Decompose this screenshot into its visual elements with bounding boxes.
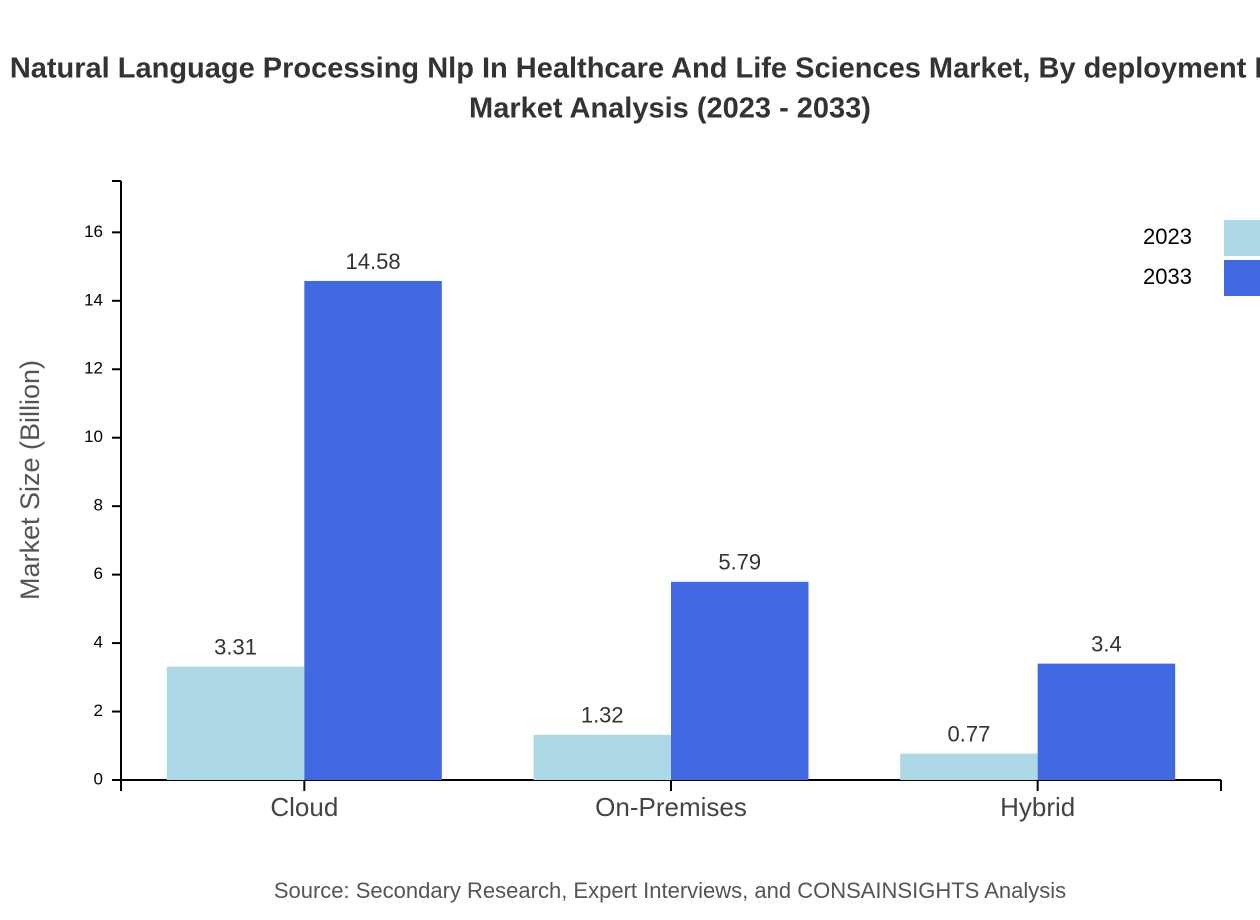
bar <box>304 280 442 780</box>
value-label: 14.58 <box>346 249 401 274</box>
chart-title: Market Analysis (2023 - 2033) <box>469 93 871 125</box>
y-tick-label: 14 <box>84 290 103 309</box>
legend-swatch <box>1224 220 1260 256</box>
bar <box>166 666 305 780</box>
value-label: 3.4 <box>1091 631 1122 656</box>
bar <box>533 734 671 780</box>
legend-swatch <box>1224 260 1260 296</box>
bar <box>1037 663 1176 780</box>
y-tick-label: 10 <box>84 427 103 446</box>
x-tick-label: Hybrid <box>1000 792 1075 822</box>
chart-title: Natural Language Processing Nlp In Healt… <box>10 53 1260 85</box>
y-tick-label: 2 <box>94 701 103 720</box>
bar <box>671 581 809 780</box>
bar <box>900 753 1038 780</box>
x-tick-label: On-Premises <box>595 792 747 822</box>
y-tick-label: 6 <box>94 564 103 583</box>
y-tick-label: 4 <box>94 633 103 652</box>
y-tick-label: 12 <box>84 359 103 378</box>
y-tick-label: 16 <box>84 222 103 241</box>
value-label: 1.32 <box>581 703 624 728</box>
value-label: 3.31 <box>214 635 257 660</box>
y-tick-label: 0 <box>94 769 103 788</box>
legend-label: 2033 <box>1143 264 1192 289</box>
legend-label: 2023 <box>1143 224 1192 249</box>
y-axis-title: Market Size (Billion) <box>15 360 45 600</box>
source: Source: Secondary Research, Expert Inter… <box>274 878 1066 903</box>
value-label: 0.77 <box>948 721 991 746</box>
x-tick-label: Cloud <box>270 792 338 822</box>
y-tick-label: 8 <box>94 496 103 515</box>
value-label: 5.79 <box>718 550 761 575</box>
